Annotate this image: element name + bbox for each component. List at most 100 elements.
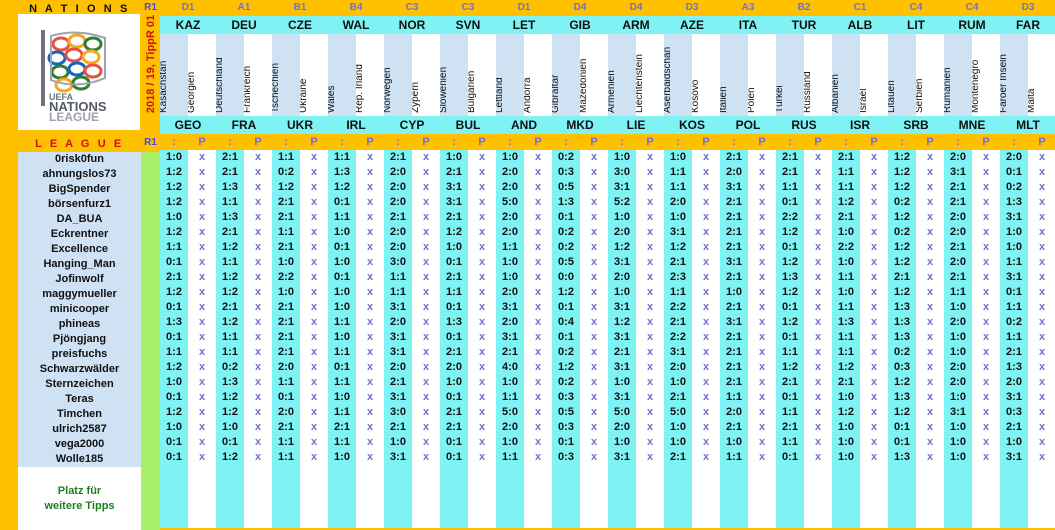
predicted-score-cell[interactable]: 1:2 — [160, 180, 188, 195]
predicted-score-cell[interactable]: 1:1 — [328, 375, 356, 390]
predicted-score-cell[interactable]: 1:0 — [160, 150, 188, 165]
predicted-score-cell[interactable]: 1:1 — [776, 180, 804, 195]
predicted-score-cell[interactable]: 1:2 — [160, 360, 188, 375]
predicted-score-cell[interactable]: 1:1 — [496, 240, 524, 255]
predicted-score-cell[interactable]: 2:1 — [776, 150, 804, 165]
predicted-score-cell[interactable]: 2:1 — [720, 330, 748, 345]
predicted-score-cell[interactable]: 1:0 — [1000, 240, 1028, 255]
predicted-score-cell[interactable]: 2:1 — [776, 375, 804, 390]
predicted-score-cell[interactable]: 0:1 — [776, 300, 804, 315]
predicted-score-cell[interactable]: 3:1 — [664, 345, 692, 360]
predicted-score-cell[interactable]: 0:3 — [552, 450, 580, 465]
predicted-score-cell[interactable]: 1:3 — [888, 390, 916, 405]
predicted-score-cell[interactable]: 2:2 — [832, 240, 860, 255]
predicted-score-cell[interactable]: 1:1 — [160, 240, 188, 255]
predicted-score-cell[interactable]: 0:1 — [160, 450, 188, 465]
predicted-score-cell[interactable]: 2:1 — [384, 375, 412, 390]
predicted-score-cell[interactable]: 1:2 — [552, 360, 580, 375]
player-name-row[interactable]: Teras — [65, 393, 94, 405]
predicted-score-cell[interactable]: 3:1 — [944, 165, 972, 180]
predicted-score-cell[interactable]: 1:0 — [608, 375, 636, 390]
predicted-score-cell[interactable]: 1:0 — [832, 225, 860, 240]
predicted-score-cell[interactable]: 1:1 — [832, 330, 860, 345]
predicted-score-cell[interactable]: 2:1 — [776, 165, 804, 180]
predicted-score-cell[interactable]: 2:0 — [496, 420, 524, 435]
predicted-score-cell[interactable]: 3:1 — [608, 330, 636, 345]
predicted-score-cell[interactable]: 0:1 — [1000, 165, 1028, 180]
predicted-score-cell[interactable]: 1:0 — [832, 255, 860, 270]
predicted-score-cell[interactable]: 2:0 — [384, 315, 412, 330]
predicted-score-cell[interactable]: 0:1 — [216, 435, 244, 450]
predicted-score-cell[interactable]: 2:1 — [384, 210, 412, 225]
predicted-score-cell[interactable]: 1:1 — [216, 195, 244, 210]
predicted-score-cell[interactable]: 3:1 — [440, 180, 468, 195]
predicted-score-cell[interactable]: 3:1 — [720, 315, 748, 330]
predicted-score-cell[interactable]: 2:0 — [944, 360, 972, 375]
predicted-score-cell[interactable]: 3:1 — [608, 300, 636, 315]
player-name-row[interactable]: BigSpender — [48, 183, 111, 195]
predicted-score-cell[interactable]: 0:1 — [552, 300, 580, 315]
predicted-score-cell[interactable]: 2:0 — [720, 165, 748, 180]
predicted-score-cell[interactable]: 0:1 — [552, 330, 580, 345]
predicted-score-cell[interactable]: 2:1 — [608, 345, 636, 360]
predicted-score-cell[interactable]: 1:2 — [216, 270, 244, 285]
predicted-score-cell[interactable]: 2:0 — [496, 225, 524, 240]
predicted-score-cell[interactable]: 1:0 — [944, 450, 972, 465]
predicted-score-cell[interactable]: 0:1 — [440, 255, 468, 270]
predicted-score-cell[interactable]: 1:1 — [328, 210, 356, 225]
predicted-score-cell[interactable]: 3:1 — [720, 180, 748, 195]
predicted-score-cell[interactable]: 2:1 — [720, 150, 748, 165]
predicted-score-cell[interactable]: 1:1 — [832, 270, 860, 285]
predicted-score-cell[interactable]: 0:3 — [552, 420, 580, 435]
predicted-score-cell[interactable]: 0:1 — [328, 195, 356, 210]
predicted-score-cell[interactable]: 2:1 — [720, 270, 748, 285]
predicted-score-cell[interactable]: 0:1 — [776, 330, 804, 345]
predicted-score-cell[interactable]: 1:0 — [944, 435, 972, 450]
predicted-score-cell[interactable]: 3:1 — [384, 450, 412, 465]
predicted-score-cell[interactable]: 1:1 — [216, 255, 244, 270]
predicted-score-cell[interactable]: 1:1 — [272, 225, 300, 240]
player-name-row[interactable]: 0risk0fun — [55, 153, 104, 165]
predicted-score-cell[interactable]: 1:1 — [216, 345, 244, 360]
predicted-score-cell[interactable]: 2:1 — [720, 420, 748, 435]
player-name-row[interactable]: Hanging_Man — [43, 258, 116, 270]
predicted-score-cell[interactable]: 1:0 — [160, 375, 188, 390]
predicted-score-cell[interactable]: 2:0 — [608, 270, 636, 285]
predicted-score-cell[interactable]: 1:2 — [160, 195, 188, 210]
predicted-score-cell[interactable]: 1:2 — [440, 225, 468, 240]
predicted-score-cell[interactable]: 2:0 — [664, 360, 692, 375]
predicted-score-cell[interactable]: 2:1 — [720, 195, 748, 210]
predicted-score-cell[interactable]: 1:0 — [272, 255, 300, 270]
predicted-score-cell[interactable]: 2:0 — [384, 240, 412, 255]
predicted-score-cell[interactable]: 1:0 — [496, 255, 524, 270]
empty-score-cell[interactable] — [272, 465, 300, 528]
predicted-score-cell[interactable]: 1:3 — [888, 300, 916, 315]
predicted-score-cell[interactable]: 2:0 — [1000, 150, 1028, 165]
predicted-score-cell[interactable]: 2:1 — [720, 345, 748, 360]
predicted-score-cell[interactable]: 5:0 — [496, 195, 524, 210]
predicted-score-cell[interactable]: 2:1 — [272, 240, 300, 255]
predicted-score-cell[interactable]: 0:1 — [328, 360, 356, 375]
predicted-score-cell[interactable]: 1:1 — [328, 405, 356, 420]
predicted-score-cell[interactable]: 1:2 — [552, 285, 580, 300]
predicted-score-cell[interactable]: 1:1 — [1000, 300, 1028, 315]
predicted-score-cell[interactable]: 0:2 — [216, 360, 244, 375]
predicted-score-cell[interactable]: 3:1 — [1000, 450, 1028, 465]
predicted-score-cell[interactable]: 3:1 — [384, 345, 412, 360]
predicted-score-cell[interactable]: 0:2 — [888, 195, 916, 210]
predicted-score-cell[interactable]: 1:2 — [160, 165, 188, 180]
predicted-score-cell[interactable]: 1:2 — [888, 285, 916, 300]
predicted-score-cell[interactable]: 2:1 — [720, 300, 748, 315]
predicted-score-cell[interactable]: 2:1 — [384, 150, 412, 165]
predicted-score-cell[interactable]: 1:3 — [328, 165, 356, 180]
predicted-score-cell[interactable]: 1:3 — [776, 270, 804, 285]
predicted-score-cell[interactable]: 0:2 — [272, 165, 300, 180]
predicted-score-cell[interactable]: 1:2 — [832, 195, 860, 210]
predicted-score-cell[interactable]: 0:4 — [552, 315, 580, 330]
predicted-score-cell[interactable]: 2:0 — [384, 195, 412, 210]
predicted-score-cell[interactable]: 2:1 — [776, 420, 804, 435]
predicted-score-cell[interactable]: 0:1 — [160, 390, 188, 405]
predicted-score-cell[interactable]: 1:0 — [384, 435, 412, 450]
predicted-score-cell[interactable]: 0:1 — [440, 300, 468, 315]
predicted-score-cell[interactable]: 1:0 — [328, 255, 356, 270]
